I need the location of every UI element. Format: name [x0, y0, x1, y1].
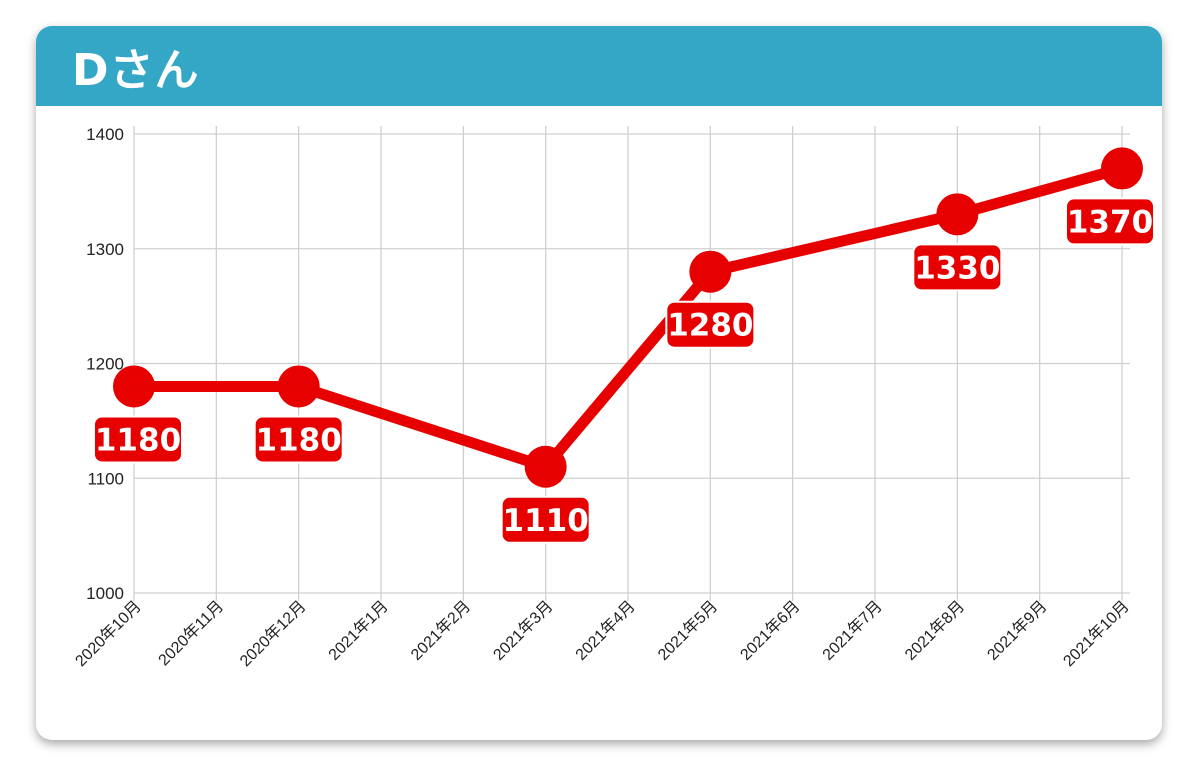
y-tick-label: 1000 — [86, 584, 124, 603]
chart-title: Dさん — [72, 45, 200, 96]
data-point — [113, 365, 155, 408]
data-label-box — [93, 415, 183, 464]
data-point — [936, 193, 979, 236]
data-label-box — [253, 415, 344, 464]
data-point — [689, 250, 732, 293]
chart-card: Dさん 1000 1100 1200 1300 1400 2020年10月 2020年11月… — [36, 26, 1162, 740]
data-label: 1280 — [667, 308, 753, 344]
data-label: 1330 — [914, 250, 1000, 286]
data-label: 1370 — [1067, 204, 1153, 240]
x-tick-label: 2020年11月 — [155, 597, 227, 669]
y-tick-label: 1300 — [86, 240, 124, 259]
x-tick-label: 2021年7月 — [819, 597, 886, 664]
data-point — [277, 365, 320, 408]
x-tick-label: 2021年3月 — [490, 597, 557, 664]
y-tick-label: 1200 — [86, 355, 124, 374]
x-tick-label: 2021年6月 — [737, 597, 804, 664]
data-label-box — [912, 243, 1003, 292]
x-tick-label: 2020年12月 — [236, 597, 309, 670]
x-tick-label: 2021年1月 — [325, 597, 392, 664]
data-point — [1101, 147, 1143, 190]
data-point — [524, 445, 567, 488]
card-header: Dさん — [36, 26, 1162, 106]
x-tick-label: 2021年8月 — [901, 597, 968, 664]
series-line — [128, 162, 1128, 473]
x-tick-label: 2021年10月 — [1060, 597, 1133, 670]
data-label-box — [500, 495, 591, 544]
y-tick-label: 1400 — [86, 125, 124, 144]
data-label: 1180 — [95, 422, 181, 458]
data-label-box — [1065, 197, 1155, 246]
y-tick-label: 1100 — [87, 469, 124, 488]
line-chart: 1000 1100 1200 1300 1400 2020年10月 2020年11月 2020… — [72, 125, 1155, 670]
data-label: 1110 — [503, 503, 589, 539]
data-label: 1180 — [256, 422, 342, 458]
x-tick-label: 2021年5月 — [654, 597, 721, 664]
data-label-box — [665, 300, 756, 349]
x-tick-label: 2021年2月 — [407, 597, 474, 664]
x-tick-label: 2021年4月 — [572, 597, 639, 664]
x-tick-label: 2021年9月 — [984, 597, 1051, 664]
x-tick-label: 2020年10月 — [72, 597, 145, 670]
